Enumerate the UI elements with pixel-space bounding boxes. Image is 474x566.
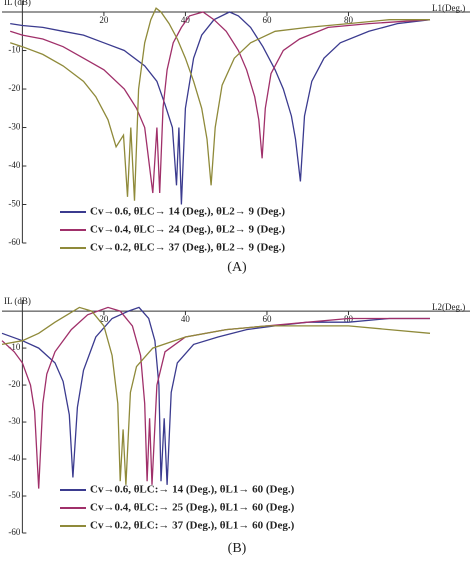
y-tick-label: -60 (8, 237, 20, 247)
y-tick-label: -10 (8, 45, 20, 55)
y-tick-label: -60 (8, 527, 20, 537)
y-tick-label: -20 (8, 83, 20, 93)
x-tick-label: 40 (181, 15, 191, 25)
series-line (1, 306, 431, 485)
x-tick-label: 20 (99, 15, 109, 25)
legend-label: Cv→0.6, θLC→ 14 (Deg.), θL2→ 9 (Deg.) (90, 206, 285, 218)
x-axis-label: L1(Deg.) (432, 3, 465, 13)
series-line (10, 11, 431, 205)
y-tick-label: -30 (8, 122, 20, 132)
legend-label: Cv→0.2, θLC→ 37 (Deg.), θL2→ 9 (Deg.) (90, 242, 285, 254)
y-axis-label: IL (dB) (4, 0, 31, 7)
y-tick-label: -50 (8, 199, 20, 209)
y-tick-label: -50 (8, 490, 20, 500)
x-axis-label: L2(Deg.) (432, 302, 465, 312)
series-line (10, 11, 431, 194)
y-axis-label: IL (dB) (4, 296, 31, 306)
legend-label: Cv→0.4, θLC→ 24 (Deg.), θL2→ 9 (Deg.) (90, 224, 285, 236)
y-tick-label: -30 (8, 416, 20, 426)
x-tick-label: 80 (344, 314, 354, 324)
y-tick-label: -10 (8, 342, 20, 352)
legend-label: Cv→0.6, θLC:→ 14 (Deg.), θL1→ 60 (Deg.) (90, 484, 295, 496)
x-tick-label: 80 (344, 15, 354, 25)
y-tick-label: -40 (8, 160, 20, 170)
legend-label: Cv→0.4, θLC:→ 25 (Deg.), θL1→ 60 (Deg.) (90, 502, 295, 514)
caption: (A) (227, 260, 247, 275)
legend-label: Cv→0.2, θLC:→ 37 (Deg.), θL1→ 60 (Deg.) (90, 520, 295, 532)
x-tick-label: 40 (181, 314, 191, 324)
y-tick-label: -20 (8, 379, 20, 389)
chart-panel: 20 40 60 80 -60 -50 -40 -30 -20 -10 IL (dB) L1(Deg.… (2, 0, 470, 275)
x-tick-label: 60 (262, 15, 272, 25)
series-line (1, 306, 430, 485)
x-tick-label: 60 (262, 314, 272, 324)
x-tick-label: 20 (99, 314, 109, 324)
caption: (B) (228, 541, 247, 556)
chart-panel: 20 40 60 80 -60 -50 -40 -30 -20 -10 IL (dB) L2(Deg.… (1, 296, 470, 556)
series-line (10, 7, 430, 201)
y-tick-label: -40 (8, 453, 20, 463)
